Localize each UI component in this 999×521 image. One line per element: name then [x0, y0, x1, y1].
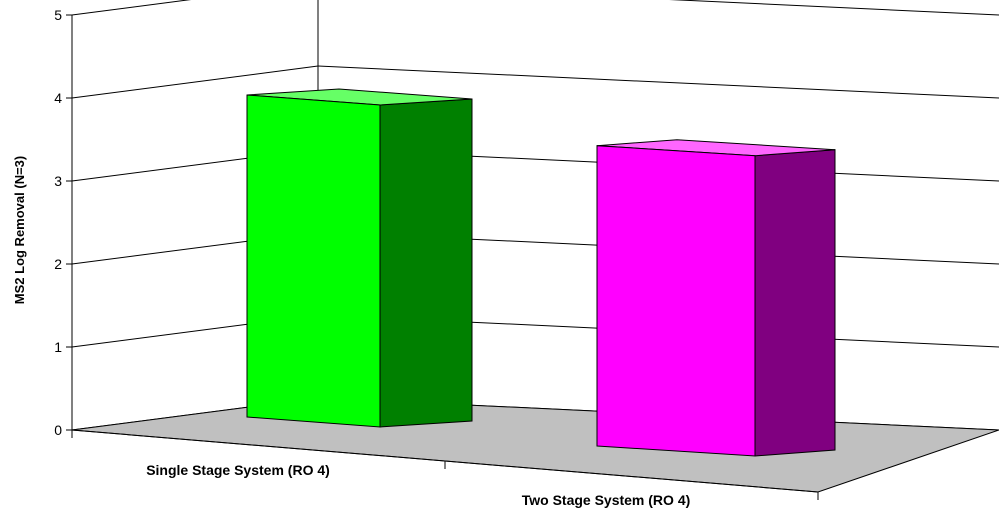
- y-axis: 0 1 2 3 4 5: [54, 7, 72, 438]
- y-tick-label: 1: [54, 339, 62, 355]
- bar-side-2: [754, 149, 836, 457]
- gridline-side: [71, 0, 192, 16]
- gridline-back: [317, 65, 999, 99]
- y-tick-label: 5: [54, 7, 62, 23]
- x-category-label-1: Single Stage System (RO 4): [146, 462, 330, 478]
- bar-front-2: [596, 145, 756, 457]
- y-tick-label: 4: [54, 90, 62, 106]
- y-tick-label: 2: [54, 256, 62, 272]
- bar-side-1: [379, 98, 473, 428]
- gridline-back: [669, 0, 999, 16]
- y-tick-label: 0: [54, 422, 62, 438]
- x-axis: Single Stage System (RO 4) Two Stage Syst…: [71, 429, 819, 508]
- gridlines: [71, 0, 999, 431]
- bar-front-1: [246, 94, 381, 428]
- y-axis-title: MS2 Log Removal (N=3): [12, 156, 27, 304]
- gridline-side: [71, 65, 319, 99]
- y-tick-label: 3: [54, 173, 62, 189]
- bars: [246, 88, 836, 457]
- x-category-label-2: Two Stage System (RO 4): [522, 492, 691, 508]
